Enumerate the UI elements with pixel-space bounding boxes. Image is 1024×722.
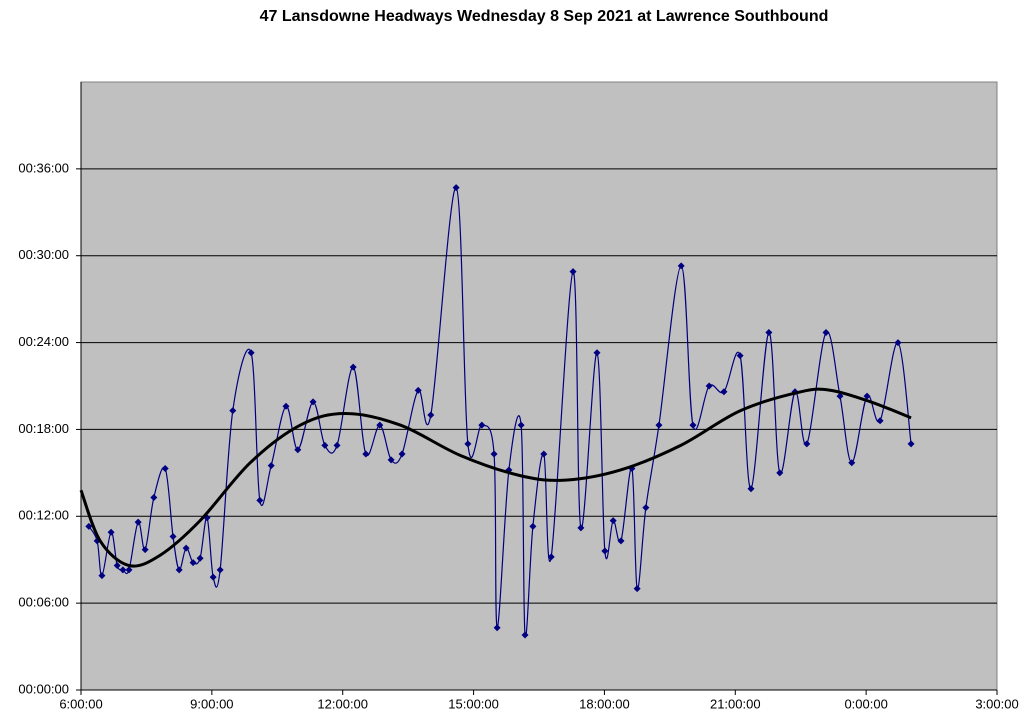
series-line xyxy=(88,187,912,638)
data-point xyxy=(655,421,663,429)
data-point xyxy=(119,566,127,574)
data-point xyxy=(677,262,685,270)
data-point xyxy=(490,450,498,458)
data-point xyxy=(294,446,302,454)
data-point xyxy=(803,440,811,448)
data-point xyxy=(822,328,830,336)
data-point xyxy=(267,462,275,470)
data-point xyxy=(282,402,290,410)
data-point xyxy=(216,566,224,574)
data-point xyxy=(376,421,384,429)
data-point xyxy=(175,566,183,574)
data-point xyxy=(209,573,217,581)
plot-area xyxy=(80,81,998,691)
data-point xyxy=(601,547,609,555)
y-tick-label: 00:18:00 xyxy=(18,421,69,436)
data-point xyxy=(609,517,617,525)
x-tick-label: 18:00:00 xyxy=(579,696,630,711)
data-point xyxy=(464,440,472,448)
data-point xyxy=(414,386,422,394)
x-tick-label: 12:00:00 xyxy=(317,696,368,711)
data-point xyxy=(256,496,264,504)
y-tick-label: 00:06:00 xyxy=(18,595,69,610)
data-point xyxy=(547,553,555,561)
data-point xyxy=(452,184,460,192)
data-point xyxy=(169,533,177,541)
data-point xyxy=(593,349,601,357)
data-point xyxy=(776,469,784,477)
x-tick-label: 6:00:00 xyxy=(59,696,102,711)
data-point xyxy=(98,572,106,580)
x-tick-label: 21:00:00 xyxy=(710,696,761,711)
data-point xyxy=(836,392,844,400)
series-line xyxy=(79,387,912,568)
data-point xyxy=(720,388,728,396)
data-point xyxy=(907,440,915,448)
x-tick-label: 15:00:00 xyxy=(448,696,499,711)
data-point xyxy=(362,450,370,458)
data-point xyxy=(517,421,525,429)
data-point xyxy=(247,349,255,357)
data-point xyxy=(765,328,773,336)
data-point xyxy=(125,566,133,574)
data-point xyxy=(569,268,577,276)
y-tick-label: 00:24:00 xyxy=(18,334,69,349)
data-point xyxy=(309,398,317,406)
data-point xyxy=(349,363,357,371)
data-point xyxy=(182,544,190,552)
data-point xyxy=(196,554,204,562)
data-point xyxy=(85,522,93,530)
chart-title: 47 Lansdowne Headways Wednesday 8 Sep 20… xyxy=(260,8,829,25)
y-tick-label: 00:30:00 xyxy=(18,247,69,262)
data-point xyxy=(427,411,435,419)
data-point xyxy=(642,504,650,512)
data-point xyxy=(577,524,585,532)
data-point xyxy=(161,465,169,473)
data-point xyxy=(113,562,121,570)
data-point xyxy=(848,459,856,467)
data-point xyxy=(478,421,486,429)
data-point xyxy=(387,456,395,464)
data-point xyxy=(141,546,149,554)
data-point xyxy=(747,485,755,493)
x-tick-label: 9:00:00 xyxy=(190,696,233,711)
data-point xyxy=(617,537,625,545)
data-point xyxy=(134,518,142,526)
data-point xyxy=(333,441,341,449)
data-point xyxy=(493,624,501,632)
data-point xyxy=(321,441,329,449)
data-point xyxy=(540,450,548,458)
y-tick-label: 00:00:00 xyxy=(18,681,69,696)
data-point xyxy=(689,421,697,429)
y-tick-label: 00:12:00 xyxy=(18,508,69,523)
data-point xyxy=(894,339,902,347)
data-point xyxy=(633,585,641,593)
data-point xyxy=(736,352,744,360)
x-tick-label: 0:00:00 xyxy=(844,696,887,711)
data-point xyxy=(705,382,713,390)
data-point xyxy=(521,631,529,639)
data-point xyxy=(863,392,871,400)
data-point xyxy=(398,450,406,458)
data-point xyxy=(529,522,537,530)
data-point xyxy=(189,559,197,567)
y-tick-label: 00:36:00 xyxy=(18,160,69,175)
data-point xyxy=(150,493,158,501)
data-point xyxy=(876,417,884,425)
data-point xyxy=(107,528,115,536)
x-tick-label: 3:00:00 xyxy=(975,696,1018,711)
data-point xyxy=(229,407,237,415)
